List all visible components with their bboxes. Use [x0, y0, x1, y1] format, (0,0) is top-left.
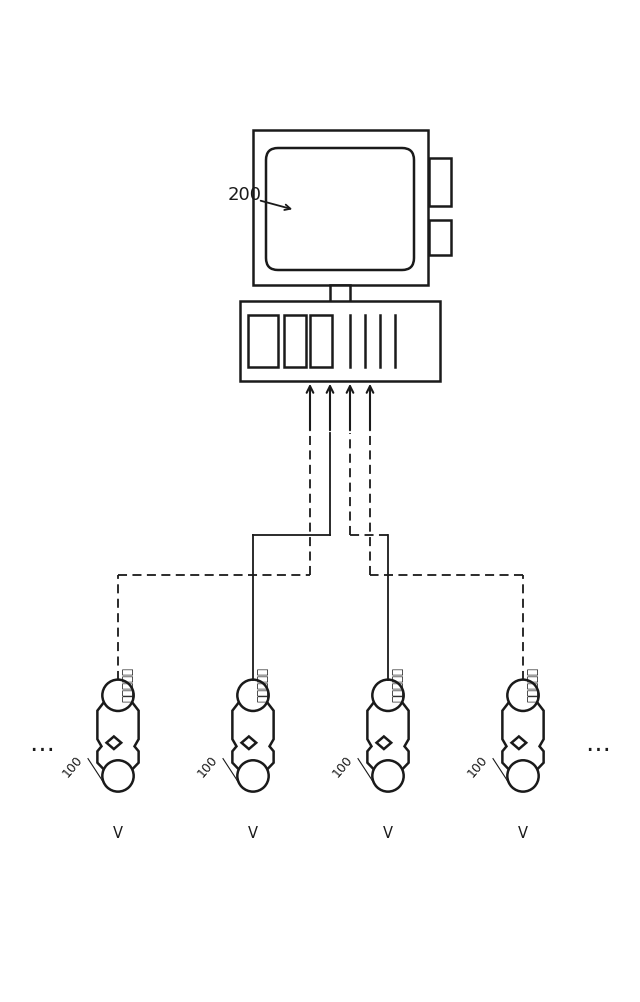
Circle shape	[237, 679, 269, 711]
Bar	[248, 315, 278, 367]
Text: 100: 100	[60, 754, 86, 780]
Circle shape	[237, 761, 269, 792]
Text: 状況データ: 状況データ	[122, 667, 134, 702]
Text: 100: 100	[465, 754, 491, 780]
Circle shape	[508, 761, 539, 792]
Bar	[253, 130, 428, 285]
Circle shape	[508, 679, 539, 711]
Polygon shape	[232, 700, 274, 772]
Text: V: V	[248, 826, 258, 841]
Polygon shape	[367, 700, 408, 772]
FancyBboxPatch shape	[266, 148, 414, 270]
Bar	[429, 220, 451, 255]
Text: V: V	[383, 826, 393, 841]
Text: 状況データ: 状況データ	[257, 667, 269, 702]
Text: V: V	[518, 826, 528, 841]
Polygon shape	[106, 736, 121, 749]
Circle shape	[102, 761, 134, 792]
Circle shape	[372, 761, 404, 792]
Text: 100: 100	[330, 754, 356, 780]
Bar	[240, 301, 440, 381]
Circle shape	[372, 679, 404, 711]
Text: 100: 100	[195, 754, 221, 780]
Bar	[330, 285, 350, 303]
Text: ⋯: ⋯	[586, 738, 611, 762]
Polygon shape	[241, 736, 256, 749]
Polygon shape	[97, 700, 139, 772]
Text: 200: 200	[228, 186, 262, 204]
Bar	[429, 158, 451, 206]
Text: V: V	[113, 826, 123, 841]
Text: 状況データ: 状況データ	[392, 667, 404, 702]
Polygon shape	[511, 736, 526, 749]
Bar	[310, 315, 332, 367]
Text: ⋯: ⋯	[29, 738, 54, 762]
Bar	[284, 315, 306, 367]
Polygon shape	[502, 700, 543, 772]
Text: 状況データ: 状況データ	[527, 667, 540, 702]
Circle shape	[102, 679, 134, 711]
Polygon shape	[376, 736, 391, 749]
